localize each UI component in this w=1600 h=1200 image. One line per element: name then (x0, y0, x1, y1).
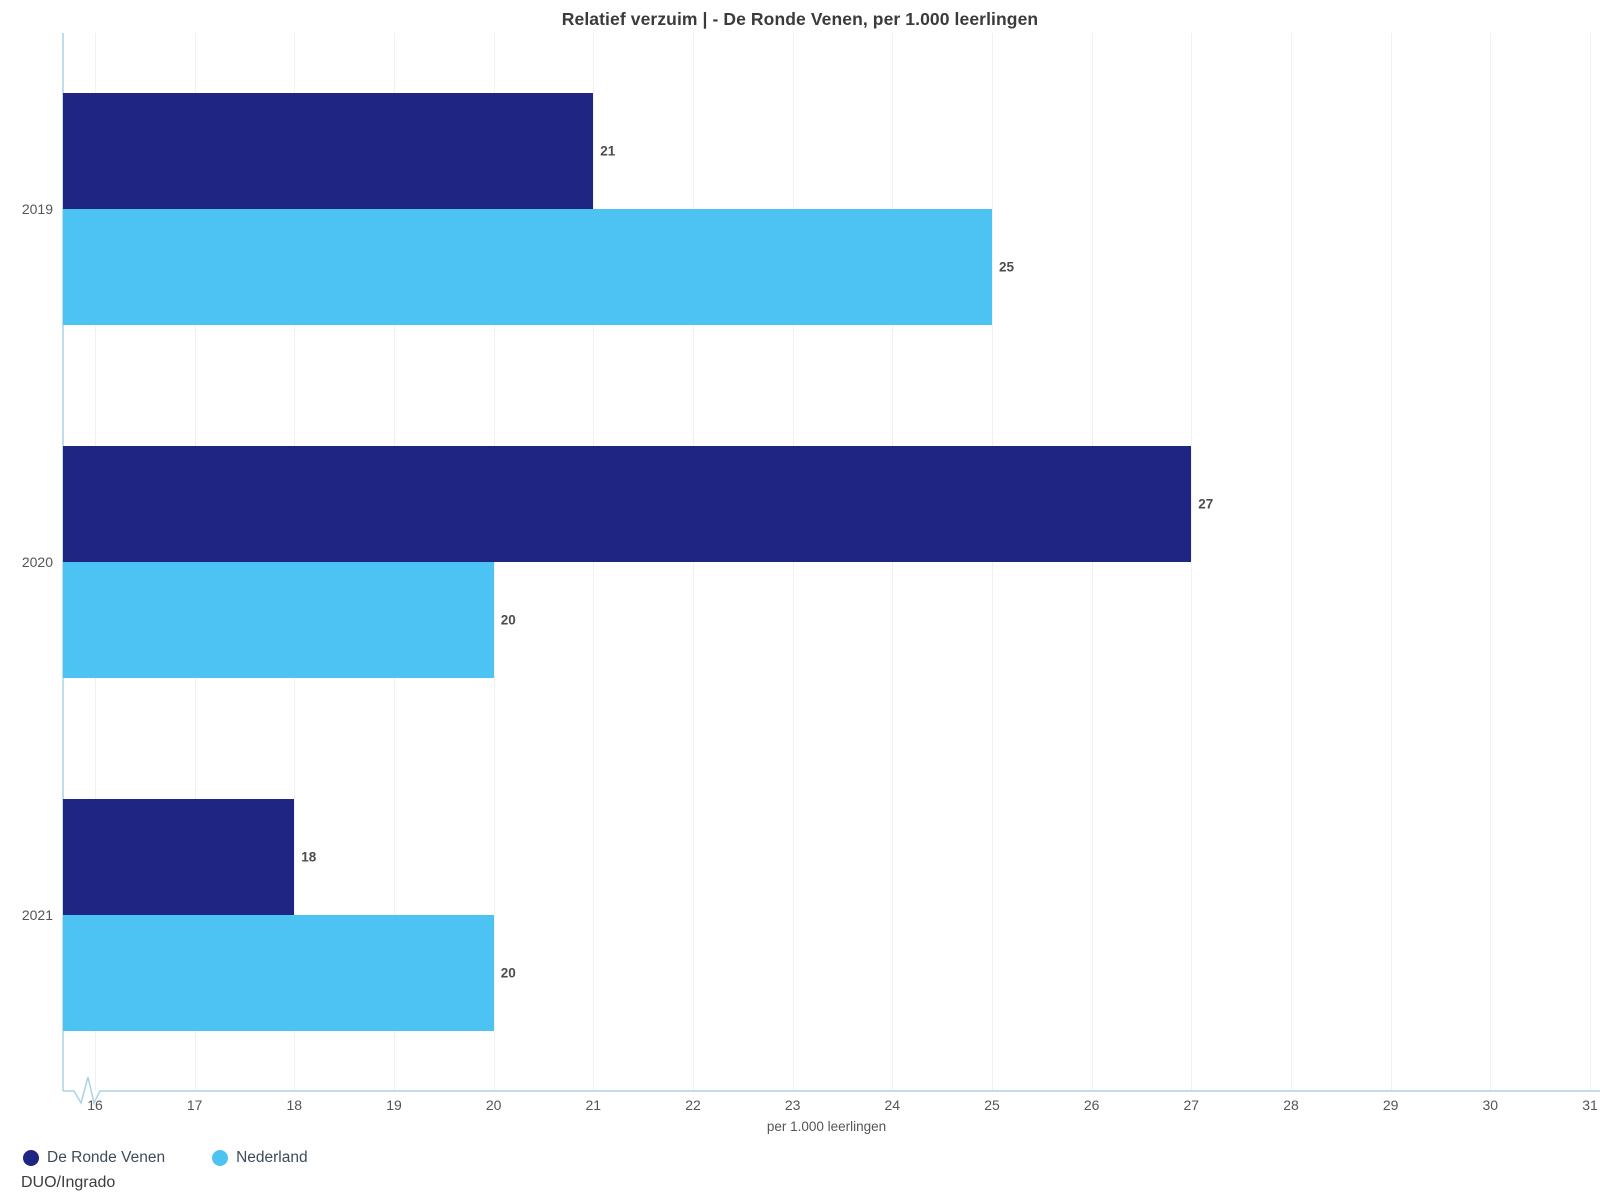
category-label: 2019 (21, 201, 53, 218)
x-tick-label: 30 (1482, 1097, 1499, 1113)
grid-line (1291, 33, 1292, 1091)
grid-line (1490, 33, 1492, 1091)
bar-value-label: 18 (301, 849, 317, 865)
legend-item[interactable]: De Ronde Venen (23, 1149, 165, 1167)
x-tick-label: 24 (884, 1097, 901, 1113)
source-label: DUO/Ingrado (21, 1174, 116, 1191)
grid-line (1390, 33, 1392, 1091)
bar-value-label: 20 (500, 612, 516, 628)
x-tick-label: 21 (585, 1097, 602, 1113)
x-axis-title: per 1.000 leerlingen (766, 1119, 887, 1134)
x-tick-label: 18 (286, 1097, 303, 1113)
x-tick-label: 17 (186, 1097, 203, 1113)
grid-line (693, 33, 694, 1091)
grid-line (892, 33, 894, 1091)
bar[interactable] (63, 93, 594, 210)
grid-line (593, 33, 595, 1091)
x-tick-label: 28 (1283, 1097, 1299, 1113)
legend-item[interactable]: Nederland (212, 1149, 308, 1167)
bar[interactable] (63, 446, 1192, 562)
x-tick-label: 31 (1582, 1097, 1598, 1113)
grid-line (1091, 33, 1093, 1091)
bar-value-label: 20 (500, 965, 516, 981)
grid-line (1590, 33, 1591, 1091)
x-tick-label: 27 (1183, 1097, 1200, 1113)
x-tick-label: 23 (784, 1097, 801, 1113)
legend-item-label: De Ronde Venen (47, 1149, 166, 1166)
x-tick-label: 16 (87, 1097, 103, 1113)
x-tick-label: 22 (685, 1097, 701, 1113)
chart-title: Relatief verzuim | - De Ronde Venen, per… (561, 9, 1039, 29)
category-label: 2021 (21, 906, 53, 923)
bar[interactable] (63, 798, 295, 915)
bar-value-label: 21 (600, 143, 616, 159)
bar-value-label: 27 (1198, 496, 1214, 512)
bar[interactable] (63, 209, 992, 326)
bar[interactable] (63, 562, 494, 678)
legend-dot-icon (212, 1150, 229, 1166)
grid-line (493, 33, 495, 1091)
legend-dot-icon (23, 1150, 39, 1166)
x-tick-label: 20 (485, 1097, 502, 1113)
x-tick-label: 19 (386, 1097, 402, 1113)
bar-value-label: 25 (999, 259, 1015, 275)
grid-line (1191, 33, 1193, 1091)
x-tick-label: 26 (1083, 1097, 1100, 1113)
x-tick-label: 25 (984, 1097, 1000, 1113)
x-tick-label: 29 (1382, 1097, 1399, 1113)
grid-line (792, 33, 794, 1091)
legend: De Ronde Venen Nederland (23, 1149, 308, 1167)
category-label: 2020 (21, 554, 53, 570)
legend-item-label: Nederland (236, 1149, 308, 1166)
grid-line (992, 33, 993, 1091)
bar[interactable] (63, 914, 494, 1031)
